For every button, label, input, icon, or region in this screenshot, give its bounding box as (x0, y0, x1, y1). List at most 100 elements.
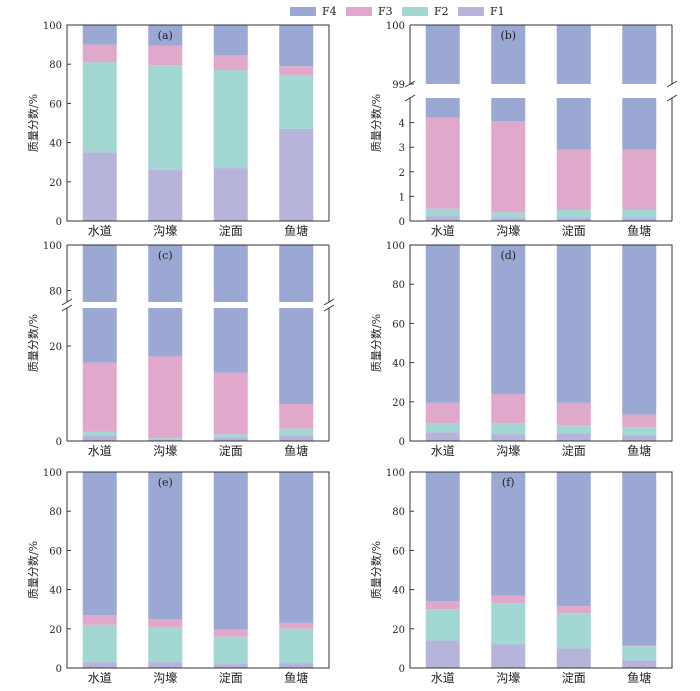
y-tick-label-0: 0 (56, 217, 62, 228)
bar-f3-2 (556, 402, 591, 426)
bar-f1-1 (491, 217, 526, 221)
plot-frame (409, 471, 673, 669)
y-tick-label-6: 100 (386, 21, 405, 32)
x-tick-label-1: 沟壕 (153, 223, 177, 238)
panel-f: 0 20 40 60 80 100 质量分数/% 水道 沟壕 淀面 鱼塘 (f) (370, 468, 673, 685)
bar-f1-0 (425, 432, 460, 441)
legend-item-f4: F4 (290, 4, 337, 18)
y-tick-label-1: 20 (49, 342, 62, 353)
x-tick-label-3: 鱼塘 (627, 443, 651, 458)
bar-f4-0 (425, 472, 460, 602)
panel-b: 0 1 2 3 4 99 100 质量分数/% 水道 沟壕 淀面 鱼塘 (b) (370, 21, 678, 238)
bar-f2-3 (622, 646, 657, 661)
x-tick-label-1: 沟壕 (153, 670, 177, 685)
bar-f3-0 (425, 601, 460, 610)
x-tick-label-1: 沟壕 (496, 443, 520, 458)
x-tick-label-3: 鱼塘 (284, 223, 308, 238)
bar-f1-0 (425, 216, 460, 221)
legend-label-f1: F1 (490, 4, 505, 18)
y-tick-label-0: 0 (399, 437, 405, 448)
x-tick-label-0: 水道 (431, 671, 455, 685)
y-tick-label-1: 20 (392, 398, 405, 409)
bar-f2-3 (279, 428, 314, 436)
axis-break-band (68, 302, 328, 308)
bar-f2-2 (556, 209, 591, 218)
bar-f4-3 (279, 472, 314, 623)
panel-tag: (c) (158, 249, 173, 262)
bar-f4-0 (82, 472, 117, 616)
legend-swatch-f4 (290, 6, 316, 16)
bar-f2-2 (213, 434, 248, 438)
bar-f3-3 (279, 403, 314, 429)
break-mark-top-0 (61, 298, 73, 306)
bar-f3-0 (425, 402, 460, 424)
bar-f4-1 (491, 245, 526, 394)
x-tick-label-1: 沟壕 (496, 223, 520, 238)
panel-a: 0 20 40 60 80 100 质量分数/% 水道 沟壕 淀面 鱼塘 (a) (27, 21, 330, 238)
bar-f1-1 (148, 439, 183, 441)
x-tick-label-3: 鱼塘 (284, 670, 308, 685)
bar-f2-3 (622, 209, 657, 218)
bar-f3-1 (148, 619, 183, 628)
bar-f2-0 (425, 208, 460, 217)
y-tick-label-0: 0 (56, 664, 62, 675)
bar-f2-1 (491, 603, 526, 645)
x-tick-label-1: 沟壕 (496, 670, 520, 685)
x-tick-label-3: 鱼塘 (627, 670, 651, 685)
bar-f3-3 (622, 645, 657, 647)
x-tick-label-2: 淀面 (562, 444, 586, 458)
bar-f4-2 (213, 25, 248, 56)
bar-f1-2 (213, 168, 248, 221)
y-tick-label-4: 80 (49, 60, 62, 71)
bar-f3-2 (556, 149, 591, 210)
y-axis-label: 质量分数/% (27, 541, 40, 599)
y-tick-label-5: 99 (392, 80, 405, 91)
y-tick-label-4: 80 (392, 507, 405, 518)
bar-f1-2 (556, 648, 591, 668)
x-tick-label-2: 淀面 (562, 671, 586, 685)
panel-tag: (e) (158, 476, 173, 489)
bar-f2-0 (425, 609, 460, 641)
bar-f2-0 (82, 624, 117, 663)
bar-f4-3 (622, 245, 657, 415)
legend-label-f3: F3 (378, 4, 393, 18)
x-tick-label-0: 水道 (88, 224, 112, 238)
bar-f4-1 (148, 245, 183, 357)
x-tick-label-3: 鱼塘 (627, 223, 651, 238)
bar-f4-1 (148, 25, 183, 46)
bar-f4-0 (425, 245, 460, 403)
plot-frame (409, 244, 673, 442)
bar-f1-2 (213, 664, 248, 668)
x-tick-label-2: 淀面 (562, 224, 586, 238)
y-tick-label-2: 40 (49, 586, 62, 597)
bar-f3-1 (491, 595, 526, 604)
y-tick-label-3: 60 (392, 319, 405, 330)
bar-f4-3 (279, 25, 314, 67)
x-tick-label-3: 鱼塘 (284, 443, 308, 458)
bar-f3-1 (148, 356, 183, 439)
axis-break-band (411, 84, 671, 98)
y-tick-label-4: 80 (49, 507, 62, 518)
bar-f1-2 (213, 437, 248, 441)
bar-f3-3 (279, 622, 314, 629)
y-tick-label-4: 4 (399, 119, 405, 130)
y-tick-label-5: 100 (386, 241, 405, 252)
x-tick-label-0: 水道 (431, 444, 455, 458)
y-tick-label-2: 40 (392, 359, 405, 370)
plot-frame (66, 24, 330, 222)
bar-f1-3 (622, 435, 657, 441)
bar-f2-0 (82, 431, 117, 436)
bar-f2-1 (148, 438, 183, 440)
bar-f3-2 (213, 372, 248, 435)
bar-f3-0 (82, 362, 117, 432)
bar-f2-3 (279, 628, 314, 664)
bar-f1-2 (556, 433, 591, 441)
y-tick-label-2: 80 (49, 287, 62, 298)
bar-f3-0 (82, 615, 117, 625)
legend-label-f2: F2 (434, 4, 449, 18)
y-tick-label-2: 2 (399, 168, 405, 179)
bar-f1-3 (622, 217, 657, 221)
bar-f4-2 (213, 245, 248, 373)
y-tick-label-1: 20 (49, 178, 62, 189)
